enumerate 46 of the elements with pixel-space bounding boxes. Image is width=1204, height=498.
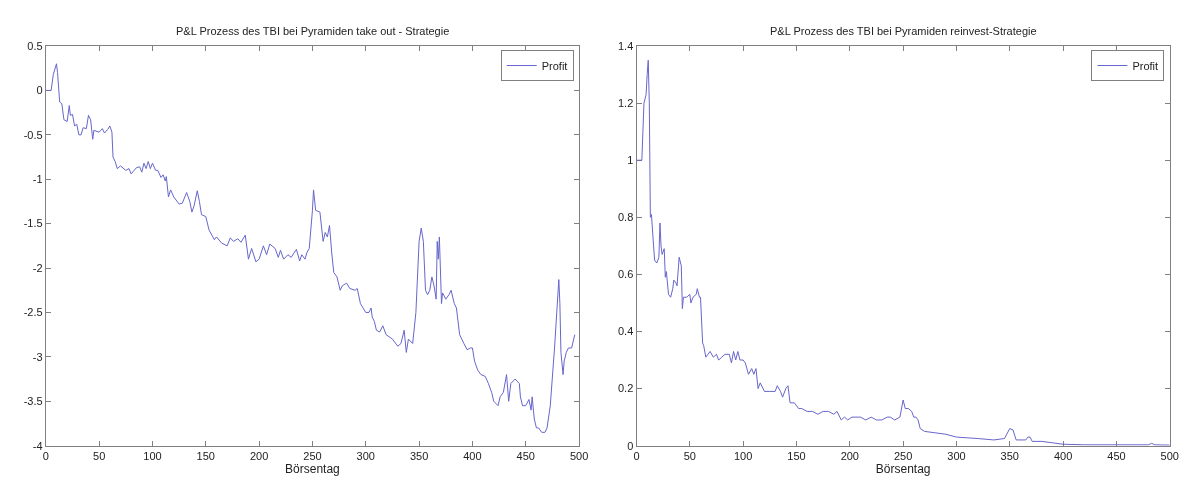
x-tick-label: 400 (1053, 449, 1073, 462)
x-tick-label: 150 (787, 449, 806, 462)
x-axis-title: Börsentag (285, 461, 340, 476)
y-tick-label: -1.5 (23, 217, 43, 230)
x-tick-label: 200 (249, 449, 269, 462)
x-tick-label: 250 (893, 449, 913, 462)
legend-label: Profit (1132, 59, 1159, 72)
y-tick-label: 1.2 (618, 96, 634, 109)
line-series (45, 63, 576, 433)
y-tick-label: 0 (36, 84, 43, 97)
y-tick-label: 0.8 (618, 211, 634, 224)
chart-title: P&L Prozess des TBI bei Pyramiden reinvest-Strategie (770, 25, 1037, 37)
y-tick-label: 0.4 (618, 325, 634, 338)
legend-label: Profit (541, 59, 568, 72)
y-tick-label: -2.5 (23, 306, 43, 319)
x-tick-label: 350 (409, 449, 429, 462)
x-tick-label: 450 (516, 449, 535, 462)
y-tick-label: -0.5 (23, 128, 43, 141)
y-tick-label: -3 (32, 350, 43, 363)
x-axis-title: Börsentag (875, 461, 931, 476)
y-tick-label: -2 (32, 261, 43, 274)
y-tick-label: 0.6 (618, 268, 634, 281)
line-series (636, 59, 1170, 446)
x-tick-label: 400 (463, 449, 482, 462)
y-tick-label: -4 (32, 439, 43, 452)
x-tick-label: 300 (947, 449, 966, 462)
x-tick-label: 100 (733, 449, 753, 462)
x-tick-label: 50 (683, 449, 696, 462)
x-tick-label: 350 (1000, 449, 1019, 462)
x-tick-label: 300 (356, 449, 375, 462)
y-tick-label: 1 (627, 154, 634, 167)
y-tick-label: 0.5 (27, 39, 43, 52)
chart-title: P&L Prozess des TBI bei Pyramiden take out - Strategie (176, 25, 450, 37)
y-tick-label: 1.4 (618, 39, 634, 52)
y-tick-label: 0 (627, 439, 634, 452)
x-tick-label: 200 (840, 449, 859, 462)
y-tick-label: 0.2 (618, 382, 634, 395)
y-tick-label: -1 (32, 173, 43, 186)
x-tick-label: 450 (1107, 449, 1126, 462)
x-tick-label: 250 (303, 449, 322, 462)
x-tick-label: 100 (143, 449, 162, 462)
x-tick-label: 150 (196, 449, 215, 462)
x-tick-label: 50 (93, 449, 106, 462)
x-tick-label: 500 (569, 449, 589, 462)
y-tick-label: -3.5 (23, 395, 43, 408)
x-tick-label: 500 (1160, 449, 1179, 462)
